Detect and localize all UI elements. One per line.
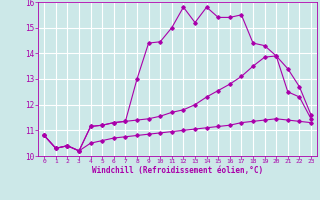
- X-axis label: Windchill (Refroidissement éolien,°C): Windchill (Refroidissement éolien,°C): [92, 166, 263, 175]
